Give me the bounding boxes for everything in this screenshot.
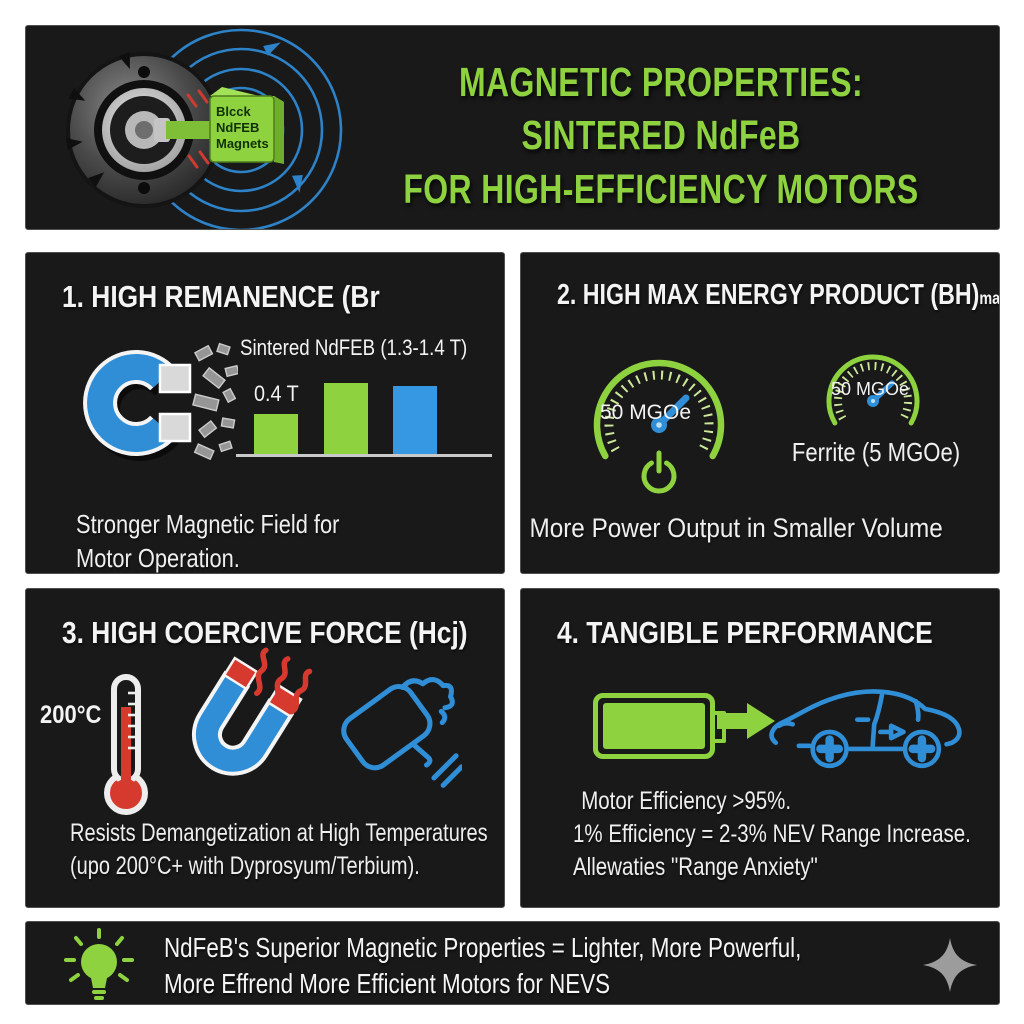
- panel-high-remanence: 1. HIGH REMANENCE (Br Sintered NdFEB (1.: [25, 252, 505, 574]
- arrow-right-icon: [717, 703, 775, 739]
- panel2-title-main: 2. HIGH MAX ENERGY PRODUCT (BH): [557, 279, 980, 311]
- footer-line1: NdFeB's Superior Magnetic Properties = L…: [164, 932, 802, 963]
- flux-red-arrows-icon: [186, 89, 210, 169]
- ferrite-caption: Ferrite (5 MGOe): [791, 437, 961, 467]
- panel3-title: 3. HIGH COERCIVE FORCE (Hcj): [62, 615, 468, 650]
- chart-baseline: [236, 454, 492, 457]
- motor-rotor-illustration: Blcck NdFEB Magnets: [66, 28, 343, 229]
- remanence-bar-chart: Sintered NdFEB (1.3-1.4 T) 0.4 T: [236, 335, 492, 457]
- page-title-line1: MAGNETIC PROPERTIES: SINTERED NdFeB: [458, 59, 864, 159]
- metal-debris-icon: [192, 342, 238, 461]
- panel4-caption-line2: 1% Efficiency = 2-3% NEV Range Increase.: [573, 820, 971, 848]
- header-panel: Blcck NdFEB Magnets MAGNETIC PROPERTIES:…: [25, 25, 1000, 230]
- panel1-caption: Stronger Magnetic Field for Motor Operat…: [76, 507, 340, 574]
- shaft-green: [166, 121, 214, 139]
- footer-line2: More Effrend More Efficient Motors for N…: [164, 967, 611, 999]
- heat-waves-icon: [253, 647, 313, 715]
- gauge-small-value: 50 MGOe: [831, 379, 909, 399]
- page-title-line2: FOR HIGH-EFFICIENCY MOTORS: [403, 165, 919, 212]
- panel4-title: 4. TANGIBLE PERFORMANCE: [557, 615, 933, 650]
- panel4-caption-line3: Allewaties "Range Anxiety": [573, 853, 818, 881]
- temperature-label: 200°C: [40, 701, 102, 729]
- panel2-caption: More Power Output in Smaller Volume: [529, 513, 943, 543]
- panel3-caption-line2: (upo 200°C+ with Dyprosyum/Terbium).: [70, 852, 420, 880]
- chart-series-label: Sintered NdFEB (1.3-1.4 T): [240, 335, 468, 360]
- thermometer-ticks: [128, 691, 135, 750]
- panel-tangible-performance: 4. TANGIBLE PERFORMANCE: [520, 588, 1000, 908]
- panel-energy-product: 2. HIGH MAX ENERGY PRODUCT (BH)max) 50 M…: [520, 252, 1000, 574]
- field-arrowhead-icon: [292, 175, 303, 193]
- panel1-title: 1. HIGH REMANENCE (Br: [62, 279, 380, 314]
- panel-coercive-force: 3. HIGH COERCIVE FORCE (Hcj) 200°C: [25, 588, 505, 908]
- footer-summary: NdFeB's Superior Magnetic Properties = L…: [164, 930, 801, 1002]
- panel3-caption: Resists Demangetization at High Temperat…: [70, 817, 488, 883]
- demagnetization-resistance-icon: [341, 677, 462, 788]
- gauge-large-icon: 50 MGOe: [593, 359, 725, 494]
- footer-panel: NdFeB's Superior Magnetic Properties = L…: [25, 921, 1000, 1005]
- rotor-body: [66, 52, 222, 208]
- magnet-block-label-2: NdFEB: [216, 120, 259, 135]
- panel2-title-sub: max: [979, 288, 1000, 308]
- panel4-caption: Motor Efficiency >95%. 1% Efficiency = 2…: [573, 785, 971, 884]
- battery-fill: [603, 703, 705, 749]
- magnet-block-label-3: Magnets: [216, 136, 269, 151]
- bar-ferrite: [254, 414, 298, 454]
- panel4-caption-line1: Motor Efficiency >95%.: [581, 787, 792, 815]
- wheel-cross-icon: [816, 735, 936, 763]
- field-arrowhead-icon: [263, 42, 281, 56]
- gauge-small-icon: 50 MGOe: [826, 354, 920, 426]
- magnet-block-label-1: Blcck: [216, 104, 251, 119]
- chart-bar-label: 0.4 T: [254, 381, 299, 406]
- lightbulb-icon: [64, 928, 134, 1000]
- page-title: MAGNETIC PROPERTIES: SINTERED NdFeB FOR …: [400, 56, 923, 216]
- bar-ndfeb-green: [324, 383, 368, 454]
- panel1-caption-line1: Stronger Magnetic Field for: [76, 509, 340, 539]
- panel1-caption-line2: Motor Operation.: [76, 543, 240, 574]
- panel3-caption-line1: Resists Demangetization at High Temperat…: [70, 819, 488, 847]
- battery-icon: [593, 693, 726, 759]
- magnet-block-icon: Blcck NdFEB Magnets: [209, 87, 284, 164]
- bulb-rays: [64, 928, 134, 982]
- thermometer-icon: [104, 674, 148, 815]
- horseshoe-magnet-icon: [83, 342, 238, 461]
- heated-magnet-icon: [192, 647, 313, 776]
- power-icon: [641, 450, 677, 494]
- panel2-title: 2. HIGH MAX ENERGY PRODUCT (BH)max): [557, 279, 1000, 312]
- ev-car-icon: [769, 689, 962, 769]
- bar-ndfeb-blue: [393, 386, 437, 454]
- sparkle-icon: [923, 938, 977, 992]
- gauge-large-value: 50 MGOe: [600, 401, 691, 424]
